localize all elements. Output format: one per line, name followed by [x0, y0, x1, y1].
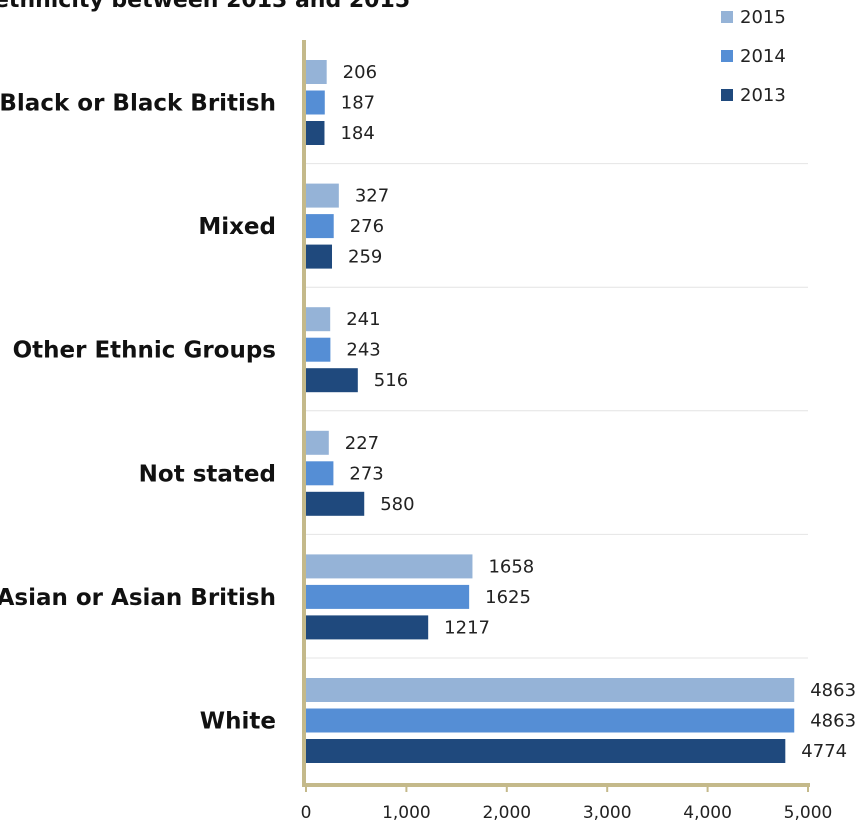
bar-white-2015 [306, 678, 795, 702]
bar-asian-or-asian-british-2013 [306, 615, 429, 640]
category-label-not-stated: Not stated [139, 461, 276, 487]
bar-not-stated-2013 [306, 491, 365, 516]
bar-mixed-2014 [306, 214, 334, 239]
bar-other-ethnic-groups-2014 [306, 337, 331, 362]
legend-swatch-2013 [721, 89, 733, 101]
x-tick-label-1-000: 1,000 [382, 803, 431, 823]
value-label-white-2013: 4774 [801, 741, 847, 762]
value-label-not-stated-2015: 227 [345, 433, 379, 454]
legend: 2015 2014 2013 [721, 7, 786, 106]
category-label-other-ethnic-groups: Other Ethnic Groups [13, 338, 276, 364]
category-separators [306, 163, 808, 659]
bar-black-or-black-british-2014 [306, 90, 325, 115]
x-tick-label-0: 0 [301, 803, 312, 823]
category-label-asian-or-asian-british: Asian or Asian British [0, 585, 276, 611]
value-label-mixed-2015: 327 [355, 186, 389, 207]
bar-other-ethnic-groups-2015 [306, 307, 331, 332]
bar-asian-or-asian-british-2014 [306, 584, 470, 609]
bar-white-2014 [306, 708, 795, 733]
value-label-not-stated-2013: 580 [380, 494, 414, 515]
value-label-mixed-2014: 276 [350, 216, 384, 237]
bar-not-stated-2014 [306, 461, 334, 486]
axes [302, 40, 810, 787]
value-label-other-ethnic-groups-2013: 516 [374, 370, 408, 391]
x-tick-label-4-000: 4,000 [683, 803, 732, 823]
bar-other-ethnic-groups-2013 [306, 368, 358, 393]
value-label-asian-or-asian-british-2014: 1625 [485, 587, 531, 608]
value-label-black-or-black-british-2014: 187 [341, 93, 375, 114]
category-label-mixed: Mixed [198, 214, 276, 240]
value-label-other-ethnic-groups-2015: 241 [346, 309, 380, 330]
bar-black-or-black-british-2015 [306, 60, 327, 84]
bar-mixed-2015 [306, 183, 339, 208]
value-label-white-2014: 4863 [810, 711, 856, 732]
legend-label-2015: 2015 [740, 7, 786, 28]
legend-swatch-2014 [721, 50, 733, 62]
value-label-black-or-black-british-2013: 184 [340, 123, 374, 144]
value-labels: 206 187 184 327 276 259 241 243 516 227 273 580 1658… [340, 62, 856, 762]
bar-not-stated-2015 [306, 430, 329, 455]
value-label-other-ethnic-groups-2014: 243 [346, 340, 380, 361]
legend-swatch-2015 [721, 11, 733, 23]
value-label-mixed-2013: 259 [348, 247, 382, 268]
x-tick-label-3-000: 3,000 [583, 803, 632, 823]
category-label-white: White [200, 709, 276, 735]
x-tick-label-5-000: 5,000 [784, 803, 833, 823]
value-label-black-or-black-british-2015: 206 [343, 62, 377, 83]
bar-asian-or-asian-british-2015 [306, 554, 473, 579]
value-label-asian-or-asian-british-2015: 1658 [488, 556, 534, 577]
bar-white-2013 [306, 739, 786, 763]
chart-title: ethnicity between 2013 and 2015 [0, 0, 411, 13]
x-ticks: 0 1,000 2,000 3,000 4,000 5,000 [301, 785, 833, 823]
category-labels: Black or Black British Mixed Other Ethnic … [0, 91, 276, 735]
legend-label-2014: 2014 [740, 46, 786, 67]
legend-label-2013: 2013 [740, 85, 786, 106]
value-label-asian-or-asian-british-2013: 1217 [444, 617, 490, 638]
x-tick-label-2-000: 2,000 [482, 803, 531, 823]
bars [306, 60, 795, 763]
bar-black-or-black-british-2013 [306, 121, 325, 145]
value-label-not-stated-2014: 273 [349, 463, 383, 484]
bar-mixed-2013 [306, 244, 333, 269]
category-label-black-or-black-british: Black or Black British [0, 91, 276, 117]
value-label-white-2015: 4863 [810, 680, 856, 701]
